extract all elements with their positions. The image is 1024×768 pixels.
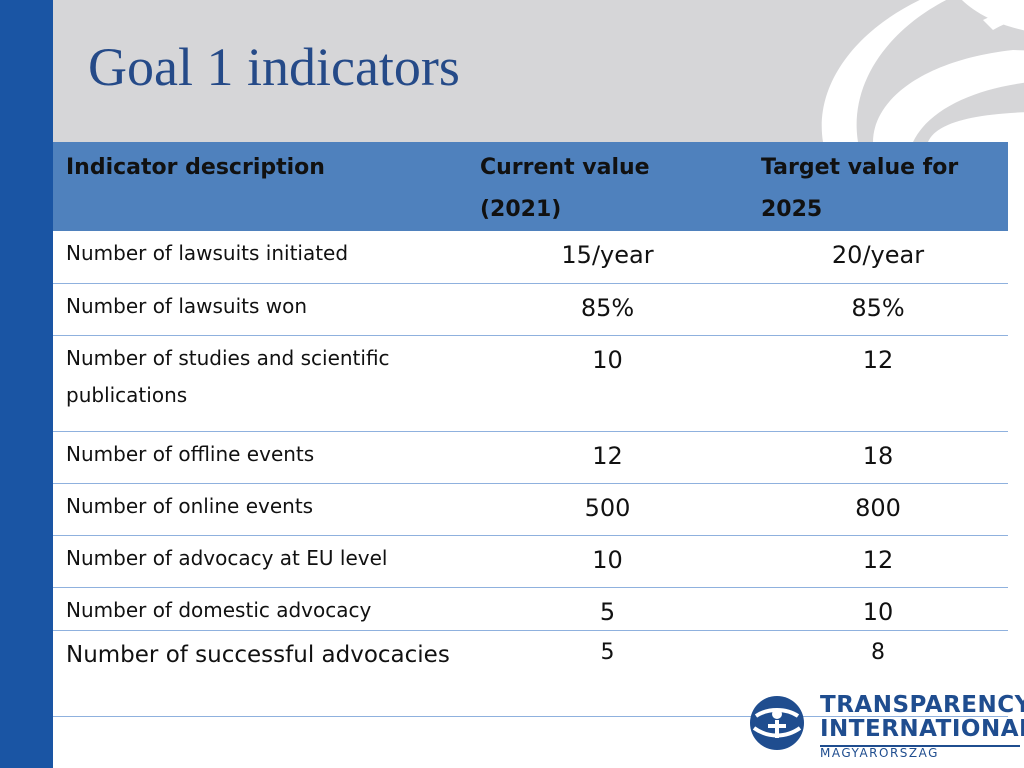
current-value: 5 <box>467 587 748 631</box>
column-header-description: Indicator description <box>53 142 467 231</box>
table-header-row: Indicator description Current value (202… <box>53 142 1008 231</box>
current-value: 10 <box>467 535 748 588</box>
indicator-description: Number of online events <box>53 483 467 536</box>
table-row: Number of lawsuits won 85% 85% <box>53 283 1008 336</box>
indicator-description: Number of lawsuits won <box>53 283 467 336</box>
column-header-current-value: Current value (2021) <box>467 142 748 231</box>
table-row: Number of domestic advocacy 5 10 <box>53 587 1008 631</box>
current-value: 12 <box>467 431 748 484</box>
indicator-description: Number of studies and scientific publica… <box>53 335 467 432</box>
target-value: 12 <box>748 535 1008 588</box>
column-header-target-value: Target value for 2025 <box>748 142 1008 231</box>
table-row: Number of advocacy at EU level 10 12 <box>53 535 1008 588</box>
table-row: Number of successful advocacies 5 8 <box>53 630 1008 717</box>
indicator-description: Number of offline events <box>53 431 467 484</box>
globe-logo-icon <box>750 696 804 750</box>
logo-wordmark-line3: MAGYARORSZÁG <box>820 746 939 760</box>
current-value: 5 <box>467 630 748 717</box>
logo-divider <box>820 745 1020 747</box>
globe-watermark-icon <box>821 0 1024 142</box>
indicator-description: Number of advocacy at EU level <box>53 535 467 588</box>
slide-title: Goal 1 indicators <box>88 37 460 97</box>
current-value: 10 <box>467 335 748 432</box>
target-value: 18 <box>748 431 1008 484</box>
target-value: 800 <box>748 483 1008 536</box>
indicators-table: Indicator description Current value (202… <box>53 142 1008 717</box>
target-value: 12 <box>748 335 1008 432</box>
logo-wordmark-line1: TRANSPARENCY <box>820 692 1024 718</box>
current-value: 15/year <box>467 231 748 284</box>
table-row: Number of lawsuits initiated 15/year 20/… <box>53 231 1008 284</box>
table-row: Number of online events 500 800 <box>53 483 1008 536</box>
target-value: 85% <box>748 283 1008 336</box>
current-value: 500 <box>467 483 748 536</box>
indicator-description: Number of lawsuits initiated <box>53 231 467 284</box>
current-value: 85% <box>467 283 748 336</box>
transparency-international-logo: TRANSPARENCY INTERNATIONAL MAGYARORSZÁG <box>748 690 1024 760</box>
target-value: 10 <box>748 587 1008 631</box>
logo-wordmark-line2: INTERNATIONAL <box>820 716 1024 742</box>
table-row: Number of offline events 12 18 <box>53 431 1008 484</box>
header-band <box>53 0 1024 142</box>
table-row: Number of studies and scientific publica… <box>53 335 1008 432</box>
left-accent-bar <box>0 0 53 768</box>
indicator-description: Number of domestic advocacy <box>53 587 467 631</box>
indicator-description: Number of successful advocacies <box>53 630 467 717</box>
target-value: 20/year <box>748 231 1008 284</box>
